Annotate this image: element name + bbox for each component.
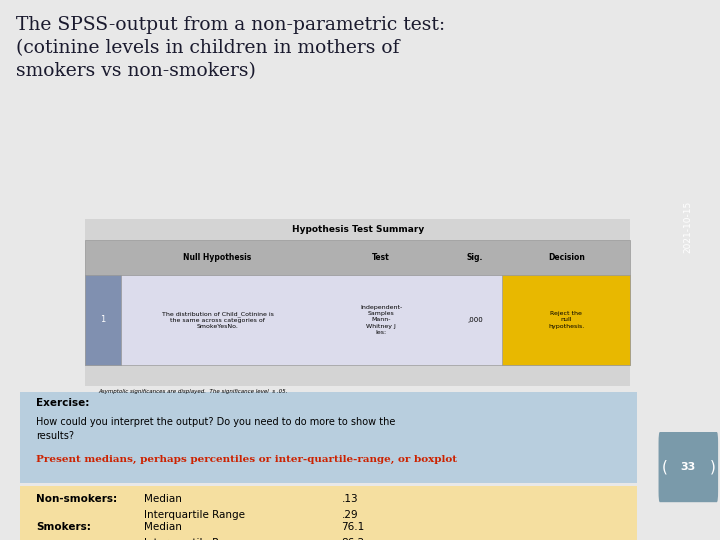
FancyBboxPatch shape xyxy=(86,275,631,364)
Text: 86.2: 86.2 xyxy=(341,538,365,540)
Text: Median: Median xyxy=(145,494,182,504)
Text: 76.1: 76.1 xyxy=(341,522,365,532)
Text: Null Hypothesis: Null Hypothesis xyxy=(184,253,252,262)
Text: Test: Test xyxy=(372,253,390,262)
Text: (: ( xyxy=(661,460,667,475)
Text: The distribution of Child_Cotinine is
the same across categories of
SmokeYesNo.: The distribution of Child_Cotinine is th… xyxy=(161,311,274,329)
Text: Hypothesis Test Summary: Hypothesis Test Summary xyxy=(292,225,424,234)
Text: Median: Median xyxy=(145,522,182,532)
Text: Non-smokers:: Non-smokers: xyxy=(36,494,117,504)
Text: How could you interpret the output? Do you need to do more to show the
results?: How could you interpret the output? Do y… xyxy=(36,417,395,441)
Text: Present medians, perhaps percentiles or inter-quartile-range, or boxplot: Present medians, perhaps percentiles or … xyxy=(36,455,457,464)
Text: Decision: Decision xyxy=(548,253,585,262)
Text: ): ) xyxy=(709,460,716,475)
Text: .13: .13 xyxy=(341,494,358,504)
Text: Reject the
null
hypothesis.: Reject the null hypothesis. xyxy=(548,311,585,329)
Text: Interquartile Range: Interquartile Range xyxy=(145,538,246,540)
Text: Interquartile Range: Interquartile Range xyxy=(145,510,246,521)
FancyBboxPatch shape xyxy=(503,275,631,364)
Text: Asymptolic significances are displayed.  The significance level  s .05.: Asymptolic significances are displayed. … xyxy=(99,389,288,394)
Text: Independent-
Samples
Mann-
Whitney J
Ies:: Independent- Samples Mann- Whitney J Ies… xyxy=(360,305,402,335)
Text: Exercise:: Exercise: xyxy=(36,398,89,408)
Text: 2021-10-15: 2021-10-15 xyxy=(684,201,693,253)
FancyBboxPatch shape xyxy=(659,432,718,502)
FancyBboxPatch shape xyxy=(86,219,631,386)
FancyBboxPatch shape xyxy=(86,275,121,364)
Text: The SPSS-output from a non-parametric test:
(cotinine levels in children in moth: The SPSS-output from a non-parametric te… xyxy=(17,16,446,80)
Text: .29: .29 xyxy=(341,510,358,521)
FancyBboxPatch shape xyxy=(19,486,637,540)
Text: Smokers:: Smokers: xyxy=(36,522,91,532)
FancyBboxPatch shape xyxy=(86,240,631,275)
FancyBboxPatch shape xyxy=(19,392,637,483)
Text: Sig.: Sig. xyxy=(467,253,483,262)
Text: 1: 1 xyxy=(101,315,106,325)
Text: ,000: ,000 xyxy=(467,317,483,323)
Text: 33: 33 xyxy=(680,462,696,472)
